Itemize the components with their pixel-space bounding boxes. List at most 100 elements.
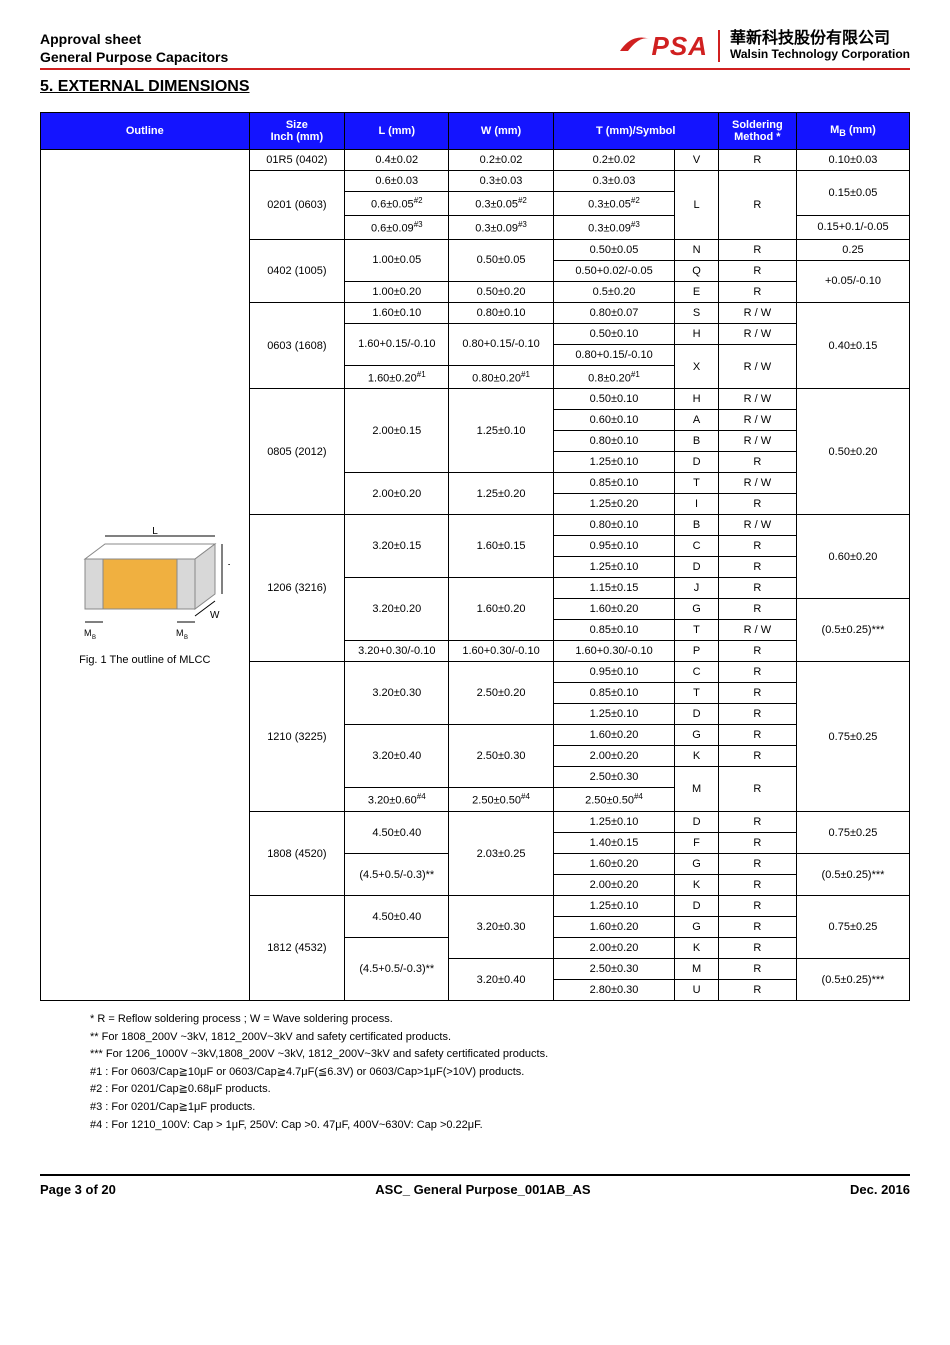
header-title: Approval sheet General Purpose Capacitor… [40,30,228,66]
cell-sold: R [718,452,796,473]
cell-t: 0.95±0.10 [553,536,675,557]
cell-t: 0.80+0.15/-0.10 [553,344,675,365]
cell-sym: F [675,833,718,854]
col-size: SizeInch (mm) [249,113,345,150]
cell-sym: K [675,938,718,959]
outline-figure-cell: L T W MB MB Fig. 1 The outline of MLCC [41,150,250,1001]
cell-t: 0.60±0.10 [553,410,675,431]
cell-t: 1.40±0.15 [553,833,675,854]
cell-mb: (0.5±0.25)*** [796,599,909,662]
cell-sold: R [718,260,796,281]
cell-w: 0.80±0.10 [449,302,553,323]
cell-sold: R [718,171,796,239]
cell-sym: G [675,917,718,938]
cell-size: 0402 (1005) [249,239,345,302]
cell-sym: D [675,812,718,833]
cell-mb: 0.10±0.03 [796,150,909,171]
cell-mb: (0.5±0.25)*** [796,854,909,896]
col-w: W (mm) [449,113,553,150]
psa-logo-text: PSA [652,31,708,62]
cell-t: 0.80±0.10 [553,431,675,452]
cell-l: 3.20±0.60#4 [345,788,449,812]
cell-sym: M [675,767,718,812]
psa-swoosh-icon [618,31,652,61]
cell-sold: R [718,494,796,515]
cell-mb: 0.75±0.25 [796,662,909,812]
cell-sold: R / W [718,302,796,323]
cell-t: 0.5±0.20 [553,281,675,302]
cell-l: 0.6±0.05#2 [345,192,449,216]
cell-t: 1.60±0.20 [553,599,675,620]
cell-l: 1.60+0.15/-0.10 [345,323,449,365]
cell-w: 0.3±0.05#2 [449,192,553,216]
cell-sym: D [675,452,718,473]
footnote-line: #1 : For 0603/Cap≧10μF or 0603/Cap≧4.7μF… [90,1064,910,1082]
approval-sheet-label: Approval sheet [40,30,228,48]
cell-w: 3.20±0.40 [449,959,553,1001]
cell-mb: (0.5±0.25)*** [796,959,909,1001]
cell-size: 0201 (0603) [249,171,345,239]
cell-sym: X [675,344,718,389]
cell-l: 2.00±0.20 [345,473,449,515]
cell-sym: U [675,980,718,1001]
cell-sold: R [718,746,796,767]
cell-l: 0.6±0.03 [345,171,449,192]
cell-sym: M [675,959,718,980]
cell-w: 0.80+0.15/-0.10 [449,323,553,365]
table-header-row: Outline SizeInch (mm) L (mm) W (mm) T (m… [41,113,910,150]
cell-sold: R [718,959,796,980]
cell-sold: R [718,938,796,959]
cell-sym: P [675,641,718,662]
svg-text:B: B [184,635,188,641]
cell-t: 0.50±0.10 [553,389,675,410]
cell-sym: L [675,171,718,239]
cell-sym: G [675,599,718,620]
cell-sold: R [718,536,796,557]
cell-w: 1.25±0.20 [449,473,553,515]
cell-t: 2.00±0.20 [553,938,675,959]
company-block: 華新科技股份有限公司 Walsin Technology Corporation [718,30,910,62]
cell-t: 0.3±0.09#3 [553,216,675,240]
mlcc-diagram-icon: L T W MB MB [60,524,230,644]
footnote-line: #2 : For 0201/Cap≧0.68μF products. [90,1081,910,1099]
cell-w: 0.3±0.03 [449,171,553,192]
svg-text:B: B [92,635,96,641]
cell-w: 2.50±0.50#4 [449,788,553,812]
cell-w: 0.50±0.20 [449,281,553,302]
footnote-line: * R = Reflow soldering process ; W = Wav… [90,1011,910,1029]
psa-logo: PSA [618,31,708,62]
cell-t: 2.00±0.20 [553,746,675,767]
cell-sym: G [675,854,718,875]
cell-sym: T [675,620,718,641]
cell-sold: R [718,557,796,578]
cell-t: 0.85±0.10 [553,620,675,641]
cell-size: 1812 (4532) [249,896,345,1001]
page-number: Page 3 of 20 [40,1182,116,1197]
cell-l: 3.20±0.30 [345,662,449,725]
cell-l: 3.20+0.30/-0.10 [345,641,449,662]
cell-l: (4.5+0.5/-0.3)** [345,854,449,896]
cell-w: 0.80±0.20#1 [449,365,553,389]
cell-mb: 0.50±0.20 [796,389,909,515]
cell-t: 0.50±0.10 [553,323,675,344]
product-family-label: General Purpose Capacitors [40,48,228,66]
cell-l: 1.60±0.20#1 [345,365,449,389]
doc-id: ASC_ General Purpose_001AB_AS [375,1182,590,1197]
cell-sym: K [675,746,718,767]
cell-size: 0603 (1608) [249,302,345,389]
cell-sym: B [675,431,718,452]
cell-sym: A [675,410,718,431]
cell-size: 1808 (4520) [249,812,345,896]
cell-t: 0.2±0.02 [553,150,675,171]
cell-sold: R [718,854,796,875]
cell-w: 2.50±0.20 [449,662,553,725]
cell-w: 0.2±0.02 [449,150,553,171]
cell-sym: D [675,896,718,917]
cell-sold: R [718,662,796,683]
cell-l: 1.60±0.10 [345,302,449,323]
header-divider [40,68,910,70]
cell-sym: J [675,578,718,599]
cell-sym: T [675,473,718,494]
cell-w: 1.60±0.20 [449,578,553,641]
cell-t: 0.80±0.07 [553,302,675,323]
